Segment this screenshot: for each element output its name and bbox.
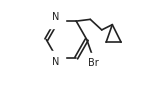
Text: N: N xyxy=(52,12,60,22)
Text: Br: Br xyxy=(89,58,99,68)
Text: N: N xyxy=(52,57,60,67)
